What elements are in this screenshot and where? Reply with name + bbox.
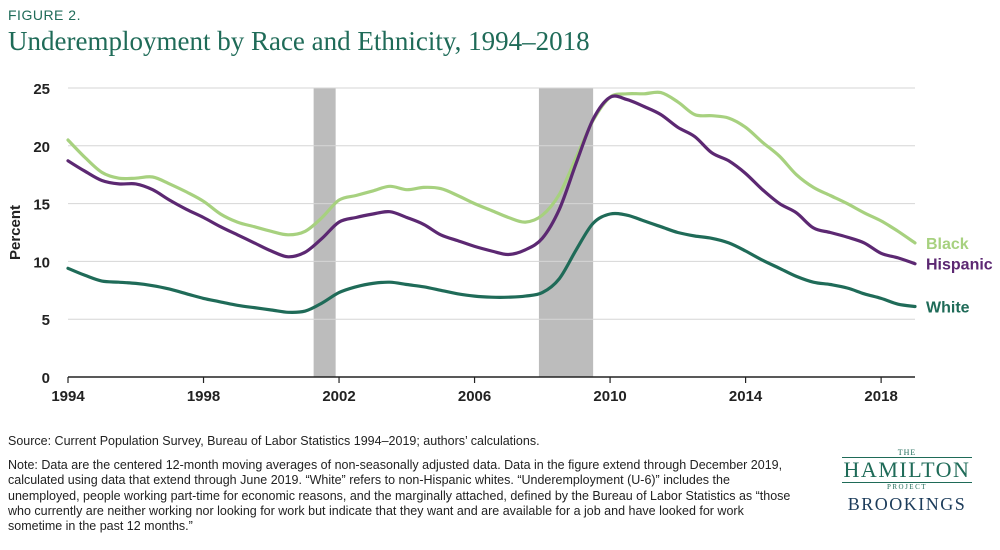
grid-lines xyxy=(68,87,915,320)
logo-brookings: BROOKINGS xyxy=(847,494,967,514)
y-axis-label: Percent xyxy=(7,205,24,260)
x-tick-label-2014: 2014 xyxy=(729,388,763,405)
series-line-black xyxy=(66,90,917,245)
y-tick-label-25: 25 xyxy=(33,81,50,98)
series-labels: Black Hispanic White xyxy=(926,236,993,317)
y-tick-label-5: 5 xyxy=(42,312,50,329)
footnote: Note: Data are the centered 12-month mov… xyxy=(8,458,791,534)
series-line-hispanic xyxy=(66,94,917,266)
x-tick-label-2006: 2006 xyxy=(458,388,491,405)
logo-hamilton: HAMILTON xyxy=(842,457,972,483)
x-tick-label-2018: 2018 xyxy=(864,388,897,405)
axes: 0 5 10 15 20 25 1994 1998 2002 2006 2010 2014 2018 Pe… xyxy=(7,81,915,405)
y-tick-label-15: 15 xyxy=(33,197,50,214)
y-tick-label-0: 0 xyxy=(42,370,50,387)
recession-bands xyxy=(313,88,594,377)
chart-title: Underemployment by Race and Ethnicity, 1… xyxy=(8,26,590,56)
line-chart: 0 5 10 15 20 25 1994 1998 2002 2006 2010 2014 2018 Pe… xyxy=(7,81,993,405)
hamilton-brookings-logo: THE HAMILTON PROJECT BROOKINGS xyxy=(842,448,972,516)
series-label-hispanic: Hispanic xyxy=(926,257,993,274)
figure-label: FIGURE 2. xyxy=(8,7,81,23)
series-label-black: Black xyxy=(926,236,969,253)
logo-the: THE xyxy=(897,448,917,457)
recession-band-1 xyxy=(313,88,336,377)
series-label-white: White xyxy=(926,299,970,316)
y-tick-label-10: 10 xyxy=(33,254,50,271)
x-tick-label-1994: 1994 xyxy=(51,388,85,405)
series-line-white xyxy=(66,211,917,315)
x-tick-label-2010: 2010 xyxy=(593,388,626,405)
y-tick-label-20: 20 xyxy=(33,139,50,156)
x-tick-label-1998: 1998 xyxy=(187,388,220,405)
source-note: Source: Current Population Survey, Burea… xyxy=(8,434,540,448)
x-tick-label-2002: 2002 xyxy=(322,388,355,405)
series-lines xyxy=(66,90,917,315)
logo-project: PROJECT xyxy=(886,483,928,491)
